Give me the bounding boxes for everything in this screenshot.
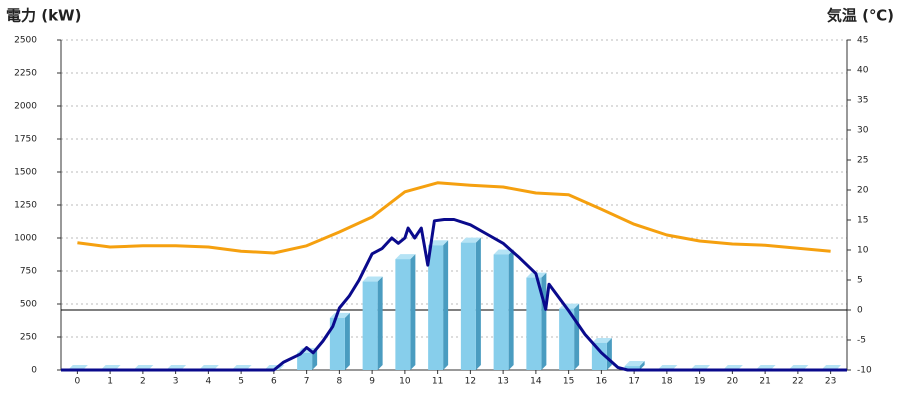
y2-tick-label: 35 bbox=[857, 96, 868, 106]
y2-tick-label: 0 bbox=[857, 306, 863, 316]
y-tick-label: 1750 bbox=[14, 135, 37, 145]
y2-tick-label: 45 bbox=[857, 36, 868, 46]
x-tick-label: 14 bbox=[530, 377, 542, 387]
x-tick-label: 8 bbox=[337, 377, 343, 387]
bar bbox=[624, 366, 640, 370]
x-tick-label: 12 bbox=[465, 377, 476, 387]
x-tick-label: 9 bbox=[369, 377, 375, 387]
x-tick-label: 1 bbox=[107, 377, 113, 387]
y-tick-label: 750 bbox=[20, 267, 37, 277]
bar-side bbox=[410, 254, 416, 370]
bar bbox=[460, 242, 476, 370]
x-tick-label: 15 bbox=[563, 377, 574, 387]
y2-tick-label: 40 bbox=[857, 66, 869, 76]
x-tick-label: 18 bbox=[661, 377, 673, 387]
bar bbox=[329, 317, 345, 370]
bar-side bbox=[541, 272, 547, 370]
y2-tick-label: 15 bbox=[857, 216, 868, 226]
bar-top bbox=[460, 237, 481, 243]
x-tick-label: 20 bbox=[727, 377, 739, 387]
y2-axis-title: 気温 (℃) bbox=[827, 7, 894, 25]
bar-side bbox=[344, 312, 350, 370]
bar-top bbox=[362, 276, 383, 282]
x-tick-label: 23 bbox=[825, 377, 836, 387]
bar-top bbox=[591, 337, 612, 343]
y2-tick-label: 25 bbox=[857, 156, 868, 166]
x-tick-label: 22 bbox=[792, 377, 803, 387]
y-tick-label: 0 bbox=[31, 366, 37, 376]
y2-tick-label: 20 bbox=[857, 186, 869, 196]
bar bbox=[297, 352, 313, 370]
y-tick-label: 2000 bbox=[14, 102, 37, 112]
bar-top bbox=[624, 361, 645, 367]
x-tick-label: 19 bbox=[694, 377, 706, 387]
bar bbox=[362, 281, 378, 370]
y2-tick-label: -5 bbox=[857, 336, 866, 346]
x-tick-label: 3 bbox=[173, 377, 179, 387]
bar-side bbox=[639, 361, 645, 370]
line bbox=[77, 181, 831, 255]
bar-top bbox=[493, 249, 514, 255]
y2-tick-label: 10 bbox=[857, 246, 869, 256]
x-tick-label: 4 bbox=[206, 377, 212, 387]
bar-side bbox=[377, 276, 383, 370]
bar bbox=[395, 259, 411, 370]
y-tick-label: 250 bbox=[20, 333, 37, 343]
y-axis-title: 電力 (kW) bbox=[6, 7, 81, 25]
bar bbox=[526, 277, 542, 370]
bar bbox=[559, 308, 575, 370]
line bbox=[61, 218, 847, 372]
bar-top bbox=[395, 254, 416, 260]
y-tick-label: 500 bbox=[20, 300, 37, 310]
x-tick-label: 6 bbox=[271, 377, 277, 387]
bar-top bbox=[428, 240, 449, 246]
x-tick-label: 0 bbox=[75, 377, 81, 387]
bar-side bbox=[606, 337, 612, 370]
y2-tick-label: 30 bbox=[857, 126, 869, 136]
y2-tick-label: -10 bbox=[857, 366, 872, 376]
x-tick-label: 11 bbox=[432, 377, 443, 387]
y-tick-label: 2500 bbox=[14, 36, 37, 46]
x-tick-label: 2 bbox=[140, 377, 146, 387]
y-tick-label: 1250 bbox=[14, 201, 37, 211]
bar bbox=[428, 245, 444, 370]
bar bbox=[591, 342, 607, 370]
y-tick-label: 2250 bbox=[14, 69, 37, 79]
y2-tick-label: 5 bbox=[857, 276, 863, 286]
y-tick-label: 1000 bbox=[14, 234, 37, 244]
x-tick-label: 10 bbox=[399, 377, 411, 387]
x-tick-label: 17 bbox=[628, 377, 639, 387]
bar bbox=[493, 254, 509, 370]
y-tick-label: 1500 bbox=[14, 168, 37, 178]
bar-side bbox=[475, 237, 481, 370]
bar-side bbox=[443, 240, 449, 370]
x-tick-label: 5 bbox=[238, 377, 244, 387]
x-tick-label: 21 bbox=[759, 377, 770, 387]
bar-side bbox=[574, 303, 580, 370]
x-tick-label: 16 bbox=[596, 377, 608, 387]
x-tick-label: 7 bbox=[304, 377, 310, 387]
x-tick-label: 13 bbox=[497, 377, 508, 387]
bar-side bbox=[508, 249, 514, 370]
